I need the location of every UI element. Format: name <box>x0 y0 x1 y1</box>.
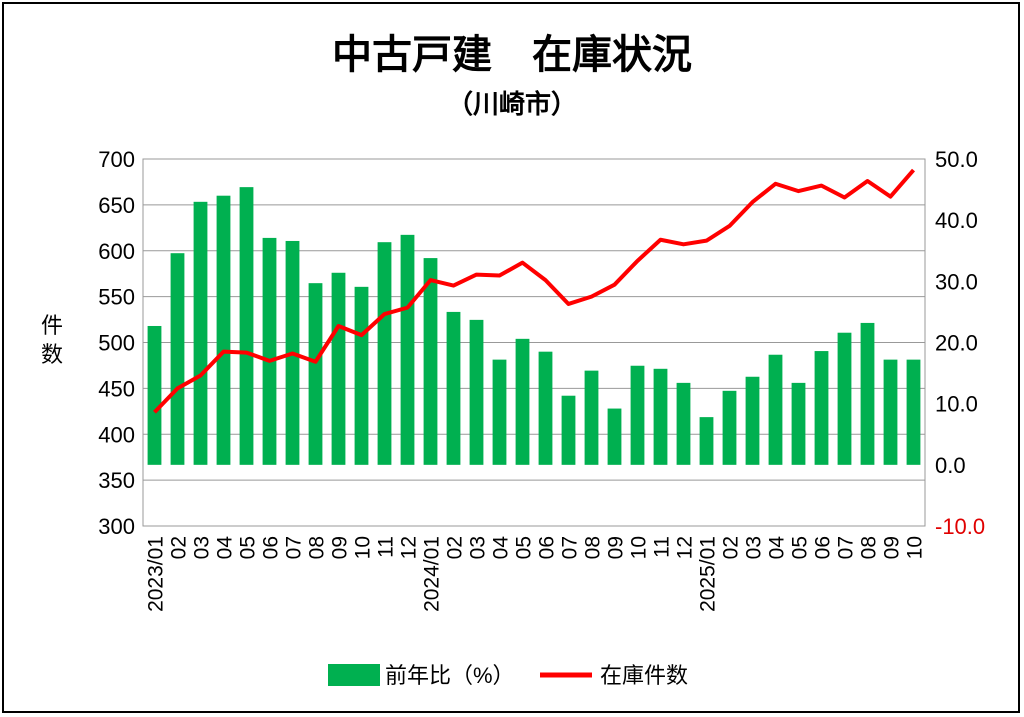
bar <box>538 351 553 465</box>
y-tick-label: 400 <box>98 422 135 447</box>
legend: 前年比（%） 在庫件数 <box>328 663 688 688</box>
bar <box>354 286 369 465</box>
x-tick-label: 07 <box>835 536 858 559</box>
y-tick-label: 350 <box>98 468 135 493</box>
x-tick-label: 03 <box>743 536 766 559</box>
bar <box>676 382 691 465</box>
bar <box>193 201 208 465</box>
y-tick-label: 300 <box>98 514 135 539</box>
x-tick-label: 10 <box>352 536 375 559</box>
bar <box>791 382 806 465</box>
bar <box>630 365 645 465</box>
y-tick-label: 500 <box>98 331 135 356</box>
x-tick-label: 09 <box>329 536 352 559</box>
bar <box>814 351 829 465</box>
y2-tick-label: 50.0 <box>935 147 978 172</box>
x-tick-label: 09 <box>605 536 628 559</box>
bar <box>216 195 231 465</box>
x-tick-label: 09 <box>881 536 904 559</box>
bar <box>400 234 415 465</box>
plot-border <box>142 158 926 527</box>
bar <box>147 325 162 465</box>
bar <box>745 376 760 465</box>
y2-tick-label: 20.0 <box>935 331 978 356</box>
x-tick-label: 04 <box>766 536 789 560</box>
bar <box>883 359 898 465</box>
bar <box>860 322 875 465</box>
line-series <box>153 168 916 414</box>
x-tick-label: 05 <box>513 536 536 559</box>
bar <box>469 319 484 465</box>
x-tick-label: 08 <box>306 536 329 559</box>
y-axis-label-2: 数 <box>41 342 63 367</box>
x-tick-label: 11 <box>651 536 674 558</box>
bar <box>262 237 277 465</box>
bar <box>722 390 737 465</box>
bar <box>446 311 461 465</box>
bar <box>170 253 185 465</box>
x-tick-label: 11 <box>375 536 398 558</box>
y2-tick-label: 10.0 <box>935 392 978 417</box>
legend-swatch-bar <box>328 664 380 686</box>
x-tick-label: 2023/01 <box>145 536 168 612</box>
x-tick-label: 10 <box>628 536 651 559</box>
legend-label-bar: 前年比（%） <box>385 663 515 688</box>
x-tick-label: 04 <box>214 536 237 560</box>
y-axis-label-1: 件 <box>41 313 63 338</box>
x-tick-label: 02 <box>720 536 743 559</box>
x-tick-label: 07 <box>283 536 306 559</box>
bar <box>837 332 852 465</box>
x-tick-label: 2024/01 <box>421 536 444 612</box>
x-tick-label: 05 <box>237 536 260 559</box>
x-tick-label: 12 <box>674 536 697 559</box>
x-tick-label: 2025/01 <box>697 536 720 612</box>
x-tick-label: 06 <box>536 536 559 559</box>
x-tick-label: 12 <box>398 536 421 559</box>
y2-tick-label: -10.0 <box>935 514 985 539</box>
x-tick-label: 08 <box>858 536 881 559</box>
y-tick-label: 450 <box>98 376 135 401</box>
bar <box>308 283 323 465</box>
bar <box>653 368 668 465</box>
y2-tick-label: 30.0 <box>935 269 978 294</box>
y2-tick-label: 40.0 <box>935 208 978 233</box>
x-tick-label: 10 <box>904 536 927 559</box>
chart-subtitle: （川崎市） <box>447 89 577 119</box>
bar <box>607 408 622 465</box>
bar <box>561 395 576 465</box>
bar <box>331 272 346 465</box>
x-tick-label: 03 <box>191 536 214 559</box>
x-tick-label: 07 <box>559 536 582 559</box>
bar <box>239 187 254 465</box>
x-tick-label: 08 <box>582 536 605 559</box>
x-tick-label: 06 <box>812 536 835 559</box>
y-tick-label: 550 <box>98 285 135 310</box>
y-tick-label: 650 <box>98 193 135 218</box>
x-tick-label: 03 <box>467 536 490 559</box>
legend-label-line: 在庫件数 <box>600 663 688 688</box>
bar <box>515 338 530 465</box>
x-tick-label: 02 <box>444 536 467 559</box>
x-tick-label: 05 <box>789 536 812 559</box>
bar <box>584 370 599 465</box>
bar <box>699 417 714 465</box>
bar <box>906 359 921 465</box>
bar <box>423 258 438 465</box>
x-tick-label: 02 <box>168 536 191 559</box>
bar <box>377 242 392 465</box>
y-tick-label: 700 <box>98 147 135 172</box>
bar <box>492 359 507 465</box>
x-tick-label: 06 <box>260 536 283 559</box>
y-tick-label: 600 <box>98 239 135 264</box>
y2-tick-label: 0.0 <box>935 453 966 478</box>
chart-title: 中古戸建 在庫状況 <box>332 33 692 77</box>
x-tick-label: 04 <box>490 536 513 560</box>
bar <box>768 354 783 465</box>
